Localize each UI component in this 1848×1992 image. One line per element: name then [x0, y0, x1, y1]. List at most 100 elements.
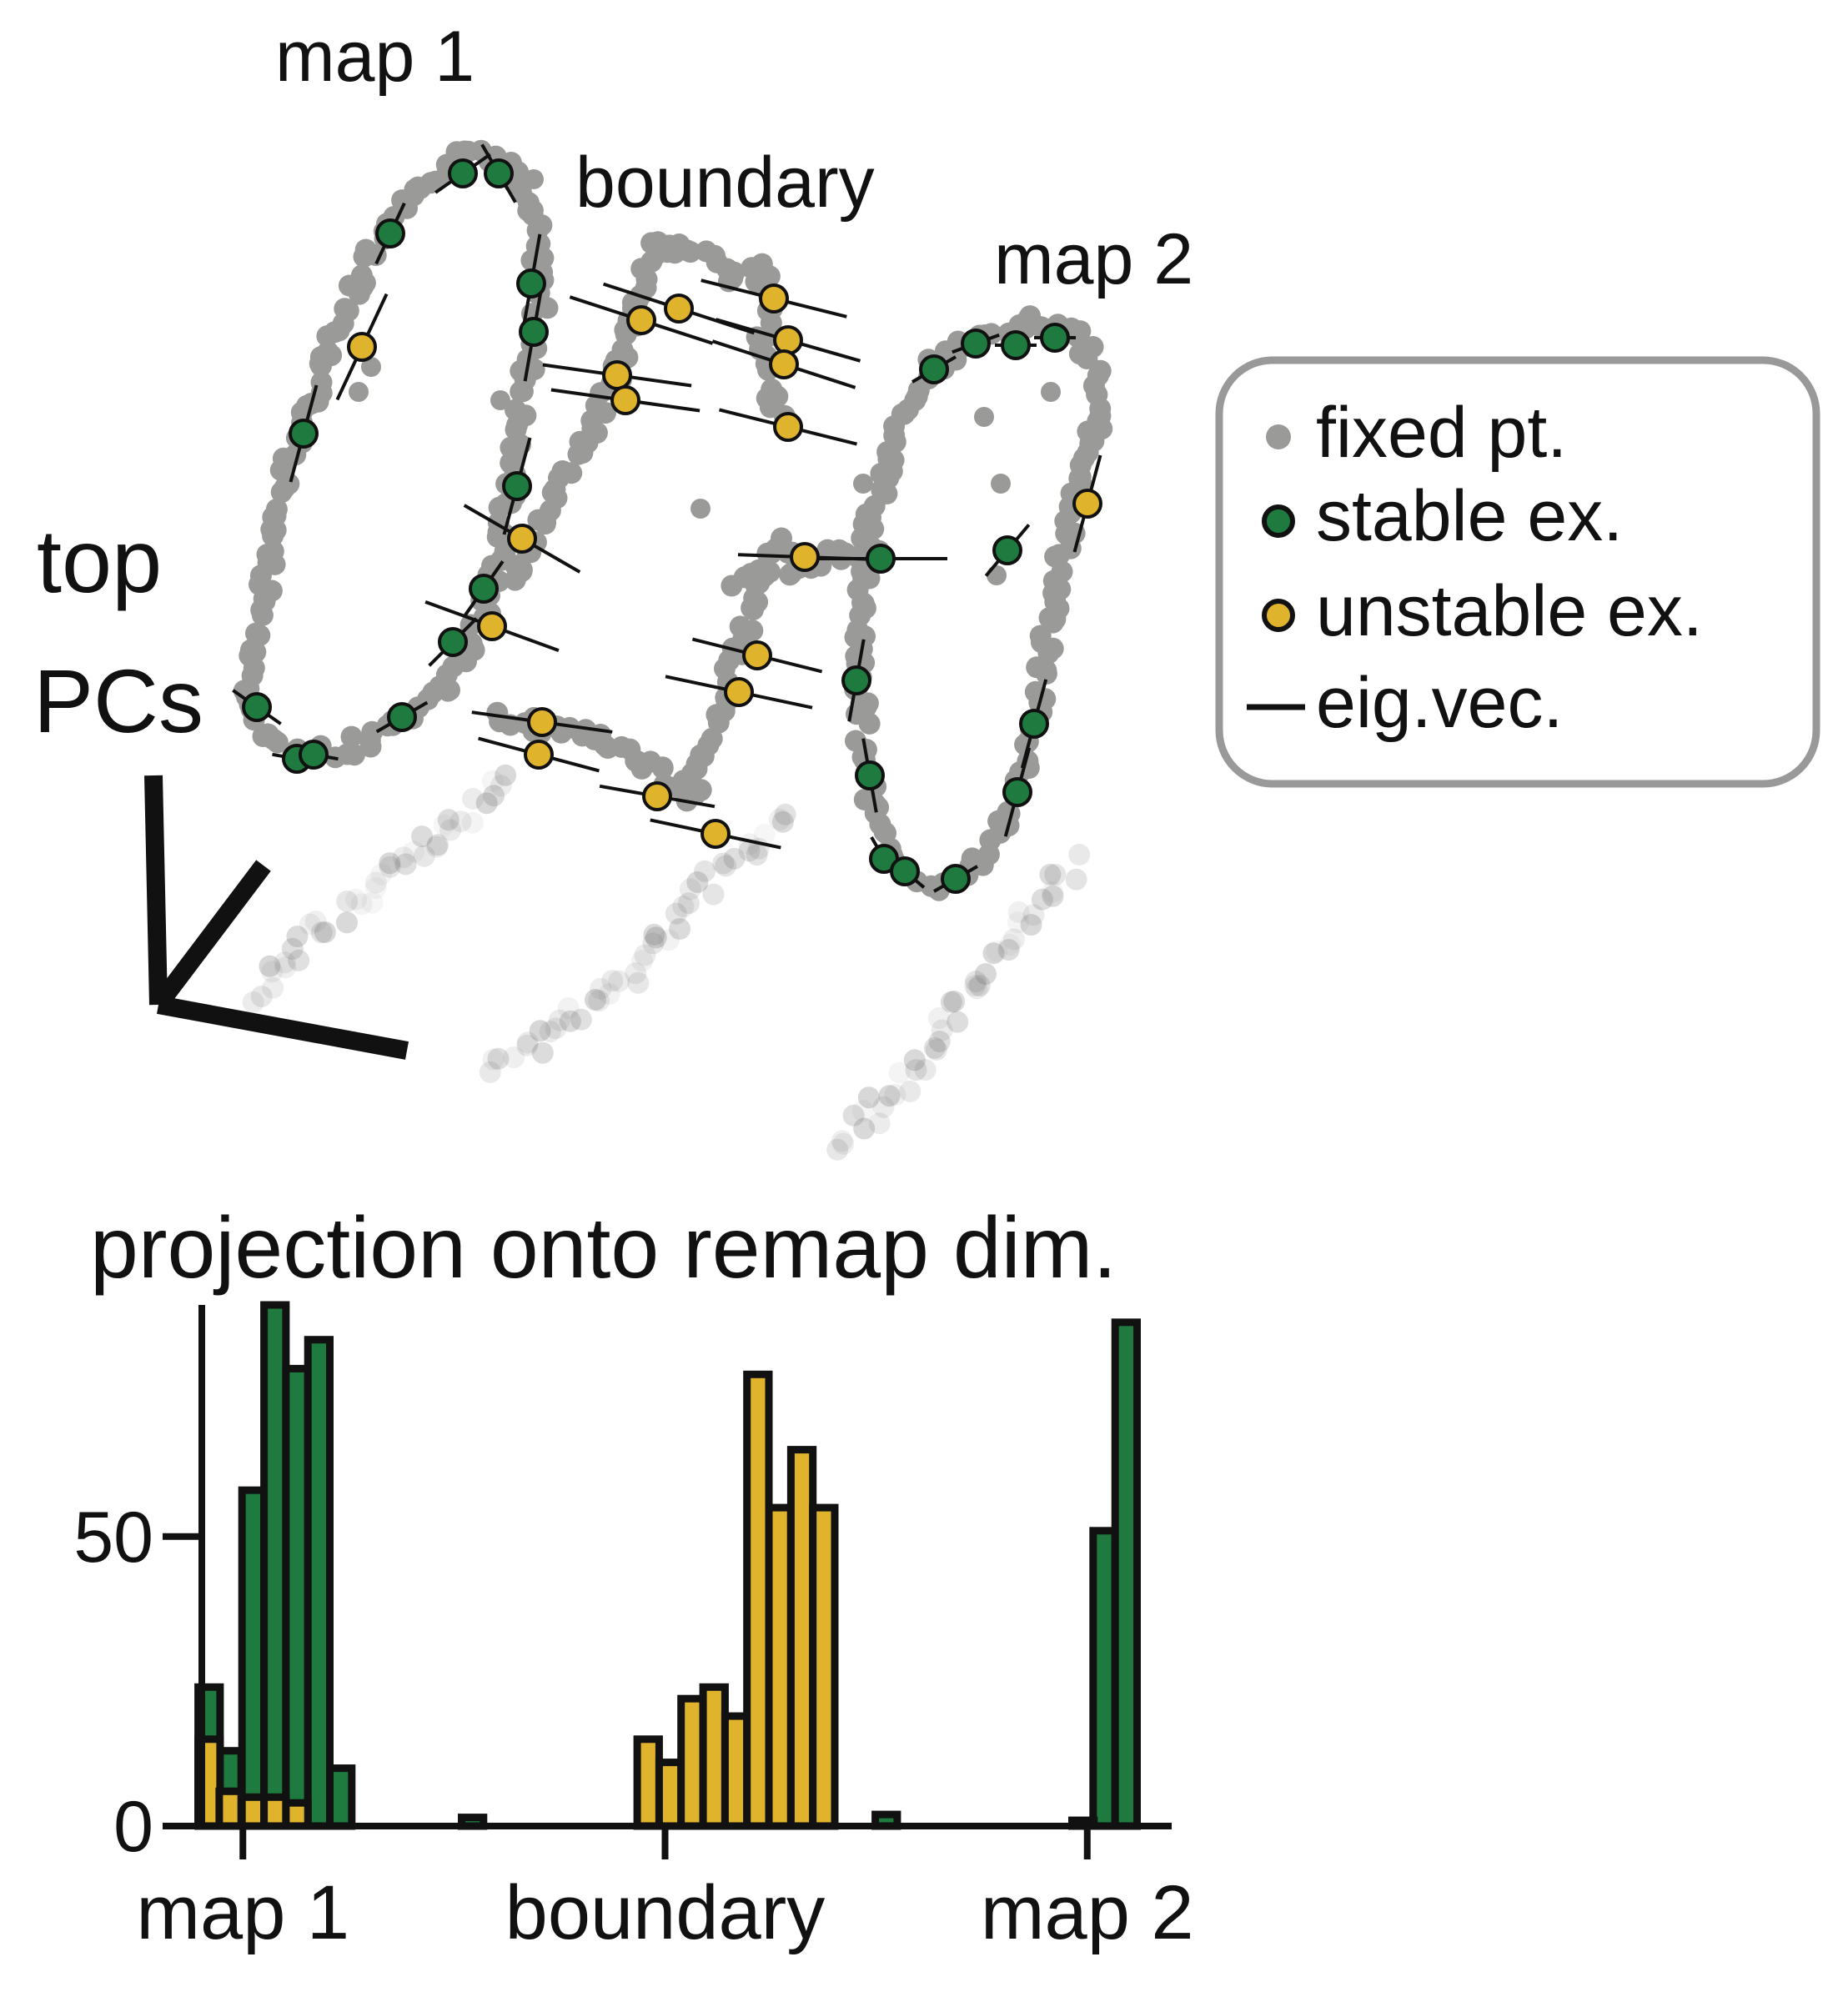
shadow-point [645, 926, 667, 949]
shadow-point [479, 1061, 501, 1083]
fixed-point [1035, 663, 1057, 685]
shadow-point [426, 834, 449, 856]
fixed-point [524, 169, 544, 189]
unstable-example-point [759, 283, 789, 314]
fixed-point [1067, 325, 1089, 348]
shadow-point [598, 983, 620, 1006]
pc-axis-diagonal [151, 860, 271, 1011]
shadow-point [634, 944, 656, 966]
fixed-point [349, 382, 369, 402]
shadow-point [943, 991, 966, 1012]
stable-example-point [289, 419, 319, 449]
shadow-point [1042, 885, 1064, 907]
shadow-point [304, 911, 327, 932]
fixed-point [1041, 382, 1061, 402]
unstable-example-point [642, 781, 672, 811]
shadow-point [964, 975, 987, 997]
shadow-point [250, 986, 273, 1007]
shadow-point [715, 855, 737, 877]
shadow-point [878, 1085, 901, 1107]
shadow-point [884, 1084, 906, 1106]
shadow-point [831, 1130, 853, 1152]
shadow-point [449, 810, 472, 833]
stable-histogram-bar [326, 1764, 356, 1830]
shadow-point [559, 1010, 581, 1032]
stable-histogram-bar [304, 1336, 334, 1830]
shadow-point [1002, 928, 1025, 951]
fixed-point [759, 560, 781, 583]
shadow-point [774, 803, 796, 825]
stable-example-point [866, 544, 896, 574]
shadow-point [379, 852, 401, 875]
shadow-point [539, 1021, 561, 1043]
shadow-point [590, 977, 612, 1000]
x-tick-label: boundary [505, 1870, 826, 1955]
shadow-point [548, 1009, 570, 1031]
fixed-point [350, 264, 373, 287]
fixed-point [488, 496, 510, 519]
fixed-point [1037, 642, 1060, 665]
shadow-point [966, 977, 988, 1000]
x-tick-label: map 1 [136, 1870, 349, 1955]
stable-example-point [919, 354, 949, 384]
shadow-point [914, 1059, 937, 1081]
fixed-point [746, 591, 769, 613]
fixed-point [334, 298, 356, 320]
shadow-point [336, 911, 358, 934]
fixed-point [359, 735, 382, 758]
shadow-point [361, 891, 384, 914]
unstable-histogram-bar [282, 1799, 312, 1830]
shadow-point [286, 926, 309, 948]
shadow-point [503, 1046, 525, 1069]
y-tick-label: 50 [73, 1498, 153, 1578]
stable-example-point [841, 665, 871, 695]
shadow-point [826, 1138, 849, 1161]
shadow-point [702, 883, 725, 906]
stable-example-point [941, 864, 971, 894]
shadow-point [475, 792, 498, 815]
shadow-point [437, 809, 459, 831]
shadow-point [1039, 863, 1062, 886]
shadow-point [888, 1061, 911, 1084]
unstable-histogram-bar [809, 1503, 839, 1830]
stable-example-point [519, 317, 549, 347]
stable-example-point [375, 218, 405, 248]
legend-fixed-marker [1266, 424, 1291, 449]
unstable-example-point [773, 325, 803, 355]
fixed-point [260, 580, 283, 602]
fixed-point [856, 692, 879, 715]
shadow-point [345, 888, 368, 911]
unstable-example-point [664, 294, 694, 324]
stable-example-point [1002, 777, 1032, 807]
stable-example-point [387, 702, 417, 732]
shadow-point [1007, 901, 1030, 923]
fixed-point [252, 725, 274, 747]
stable-example-point [448, 158, 478, 188]
shadow-point [462, 787, 485, 810]
fixed-point [651, 757, 674, 780]
fixed-point [510, 380, 532, 403]
shadow-point [903, 1049, 926, 1071]
histogram-panel: projection onto remap dim. 0 50 map 1 bound… [73, 1200, 1193, 1955]
unstable-example-point [477, 611, 507, 641]
shadow-point [411, 825, 433, 848]
shadow-point [857, 1086, 880, 1109]
axes-label-top: top [37, 510, 162, 611]
fixed-point [241, 665, 264, 687]
fixed-point [690, 499, 711, 519]
shadow-point [868, 1112, 891, 1135]
shadow-point [1007, 911, 1029, 934]
stable-histogram-bar [1111, 1318, 1141, 1830]
shadow-point [928, 1031, 951, 1052]
shadow-point [658, 929, 680, 951]
shadow-point [771, 810, 794, 833]
unstable-example-point [626, 305, 656, 335]
fixed-point [723, 261, 746, 283]
fixed-point [510, 559, 533, 581]
fixed-point [987, 565, 1007, 585]
legend-unstable-marker [1262, 599, 1295, 632]
legend: fixed pt. stable ex. unstable ex. eig.ve… [1215, 356, 1820, 788]
shadow-point [403, 840, 425, 863]
stable-example-point [890, 856, 920, 886]
